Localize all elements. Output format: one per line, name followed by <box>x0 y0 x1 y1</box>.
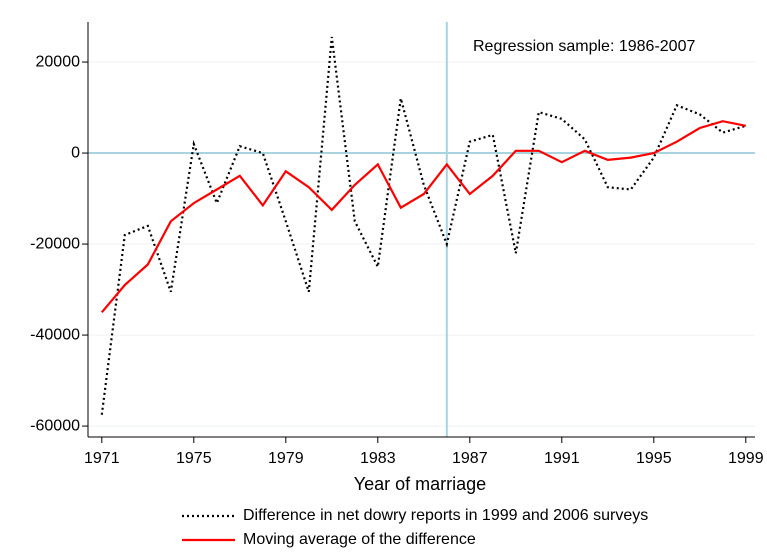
x-axis-label: Year of marriage <box>354 474 486 494</box>
legend-label: Difference in net dowry reports in 1999 … <box>243 507 648 524</box>
x-tick-label: 1987 <box>452 450 488 467</box>
y-tick-label: 20000 <box>36 53 81 70</box>
x-tick-label: 1991 <box>544 450 580 467</box>
y-tick-label: -20000 <box>30 235 80 252</box>
series-line <box>100 120 747 314</box>
y-tick-label: 0 <box>71 144 80 161</box>
y-tick-label: -40000 <box>30 326 80 343</box>
x-tick-label: 1995 <box>636 450 672 467</box>
y-tick-label: -60000 <box>30 417 80 434</box>
x-tick-label: 1983 <box>360 450 396 467</box>
legend-label: Moving average of the difference <box>243 531 476 548</box>
annotation: Regression sample: 1986-2007 <box>473 38 695 55</box>
x-tick-label: 1971 <box>84 450 120 467</box>
x-tick-label: 1979 <box>268 450 304 467</box>
x-tick-label: 1975 <box>176 450 212 467</box>
x-tick-label: 1999 <box>728 450 764 467</box>
